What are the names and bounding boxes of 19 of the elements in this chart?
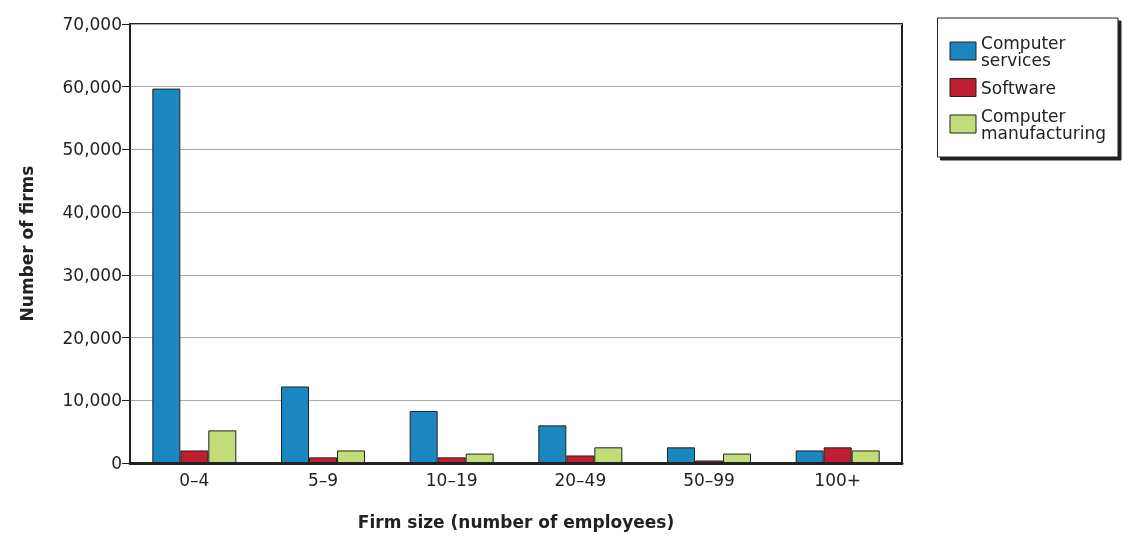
- x-tick-label: 50–99: [683, 469, 735, 490]
- y-tick-label: 50,000: [62, 139, 122, 160]
- x-axis-title: Firm size (number of employees): [357, 511, 675, 532]
- legend-label: Computer manufacturing: [981, 105, 1107, 143]
- x-tick-label: 100+: [814, 469, 862, 490]
- y-tick-label: 10,000: [62, 390, 122, 411]
- y-axis-title: Number of firms: [16, 165, 37, 322]
- y-tick-label: 70,000: [62, 14, 122, 34]
- x-tick-label: 0–4: [179, 469, 210, 490]
- y-tick-label: 0: [111, 453, 122, 473]
- x-tick-label: 20–49: [554, 469, 607, 490]
- y-tick-label: 60,000: [62, 76, 122, 97]
- y-tick-label: 20,000: [62, 327, 122, 348]
- y-tick-label: 40,000: [62, 202, 122, 223]
- x-tick-label: 5–9: [307, 469, 339, 490]
- x-tick-label: 10–19: [425, 469, 478, 490]
- legend-label: Software: [981, 77, 1056, 98]
- legend-label: Computer services: [981, 32, 1071, 70]
- y-tick-label: 30,000: [62, 264, 122, 285]
